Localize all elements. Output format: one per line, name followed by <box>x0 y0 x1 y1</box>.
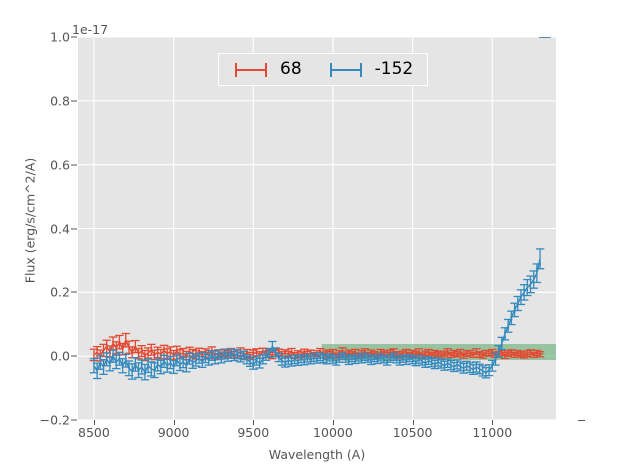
y-tick-mark <box>71 228 77 229</box>
legend-entry[interactable]: -152 <box>328 59 414 80</box>
x-tick-mark <box>173 420 175 425</box>
x-axis-edge-mark <box>578 420 585 421</box>
y-tick-label: −0.2 <box>39 412 70 428</box>
x-tick-mark <box>253 420 255 425</box>
x-tick-mark <box>93 420 95 425</box>
chart-legend[interactable]: 68 -152 <box>218 53 429 86</box>
x-tick-label: 8500 <box>78 425 110 440</box>
y-tick-label: 0.2 <box>50 284 70 300</box>
x-tick-label: 10500 <box>392 425 433 440</box>
legend-errorbar-icon <box>235 62 267 77</box>
y-tick-mark <box>71 419 77 421</box>
legend-entry[interactable]: 68 <box>233 60 302 80</box>
y-tick-mark <box>71 164 77 166</box>
y-tick-mark <box>71 36 77 38</box>
x-axis-label: Wavelength (A) <box>268 447 366 462</box>
y-tick-label: 0.0 <box>50 348 70 364</box>
y-tick-mark <box>71 100 77 102</box>
y-axis-ticks: −0.2 0.0 0.2 0.4 0.6 0.8 1.0 <box>0 0 77 467</box>
y-tick-label: 0.6 <box>50 157 70 173</box>
y-axis-offset-text: 1e-17 <box>72 22 109 37</box>
x-tick-mark <box>332 420 334 425</box>
x-tick-label: 11000 <box>472 425 513 440</box>
legend-label: -152 <box>374 59 414 79</box>
y-tick-label: 1.0 <box>50 29 70 45</box>
x-tick-label: 9000 <box>157 425 190 440</box>
plot-area <box>78 37 556 420</box>
x-tick-label: 10000 <box>313 425 353 440</box>
y-tick-mark <box>71 355 77 357</box>
x-tick-mark <box>492 420 494 425</box>
y-tick-mark <box>71 291 77 293</box>
y-axis-label: Flux (erg/s/cm^2/A) <box>22 157 38 284</box>
y-tick-label: 0.4 <box>50 221 70 236</box>
x-tick-label: 9500 <box>237 425 270 440</box>
x-tick-mark <box>412 420 414 425</box>
legend-label: 68 <box>280 59 302 79</box>
legend-errorbar-icon <box>329 62 362 77</box>
data-series-layer <box>89 37 551 381</box>
y-tick-label: 0.8 <box>50 93 70 109</box>
